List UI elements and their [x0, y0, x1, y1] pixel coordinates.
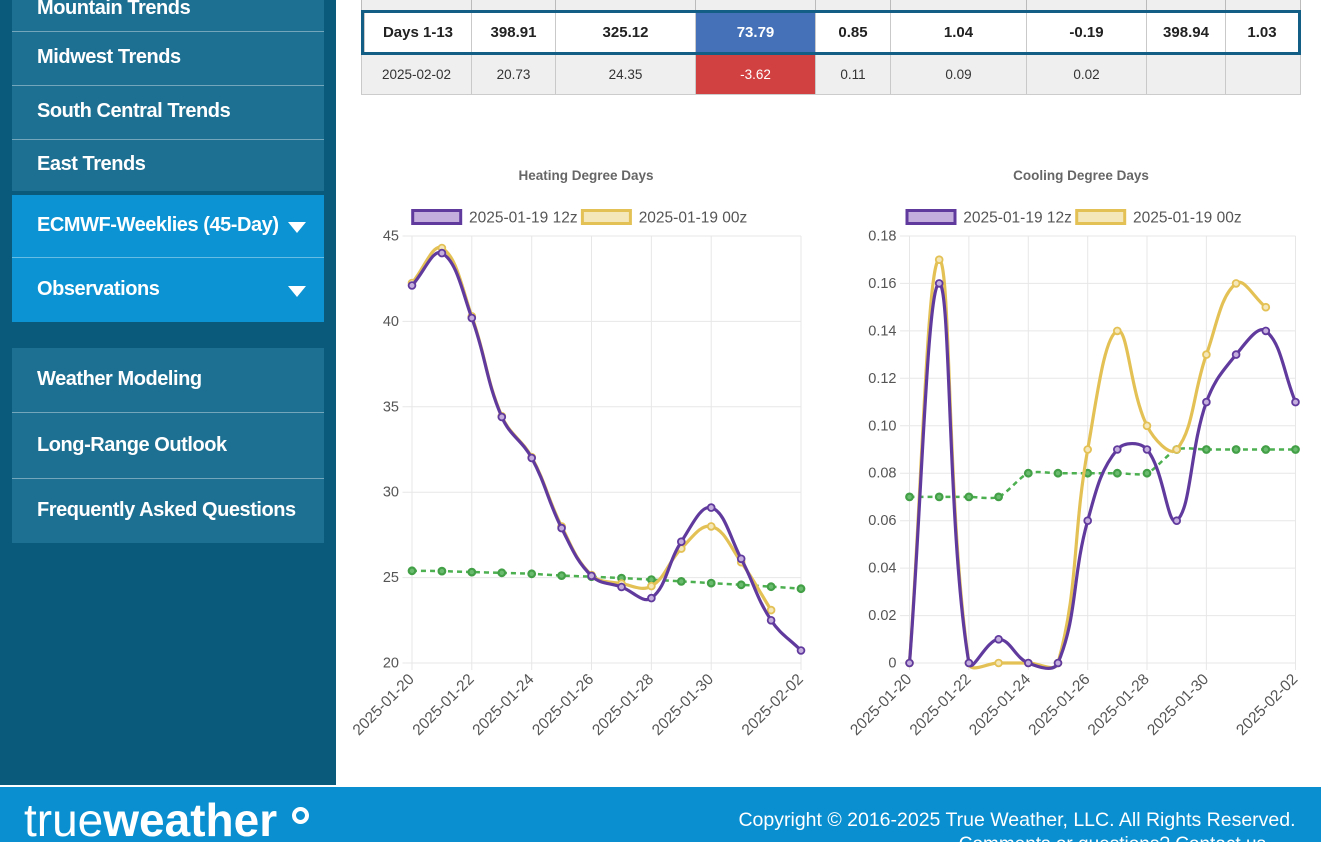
- svg-text:0.08: 0.08: [868, 466, 896, 482]
- svg-text:2025-01-20: 2025-01-20: [350, 671, 418, 739]
- svg-text:35: 35: [383, 399, 399, 415]
- svg-text:2025-01-24: 2025-01-24: [469, 671, 537, 739]
- svg-text:45: 45: [383, 229, 399, 245]
- svg-text:Heating Degree Days: Heating Degree Days: [518, 168, 653, 183]
- svg-text:2025-01-24: 2025-01-24: [966, 671, 1034, 739]
- svg-text:2025-01-20: 2025-01-20: [847, 671, 915, 739]
- svg-text:0.14: 0.14: [868, 323, 896, 339]
- svg-text:0.10: 0.10: [868, 418, 896, 434]
- svg-text:2025-02-02: 2025-02-02: [739, 671, 807, 739]
- svg-text:2025-01-22: 2025-01-22: [907, 671, 975, 739]
- svg-text:0: 0: [888, 656, 896, 672]
- svg-text:0.16: 0.16: [868, 276, 896, 292]
- svg-text:2025-01-19 12z: 2025-01-19 12z: [963, 210, 1072, 227]
- svg-text:0.06: 0.06: [868, 513, 896, 529]
- svg-text:2025-01-30: 2025-01-30: [649, 671, 717, 739]
- svg-text:2025-01-19 00z: 2025-01-19 00z: [1133, 210, 1242, 227]
- svg-text:40: 40: [383, 314, 399, 330]
- svg-text:0.12: 0.12: [868, 371, 896, 387]
- svg-text:2025-01-30: 2025-01-30: [1144, 671, 1212, 739]
- svg-text:2025-01-28: 2025-01-28: [1085, 671, 1153, 739]
- svg-text:30: 30: [383, 485, 399, 501]
- svg-text:0.18: 0.18: [868, 229, 896, 245]
- svg-text:2025-02-02: 2025-02-02: [1233, 671, 1301, 739]
- svg-text:2025-01-26: 2025-01-26: [1025, 671, 1093, 739]
- svg-text:25: 25: [383, 570, 399, 586]
- svg-text:20: 20: [383, 656, 399, 672]
- svg-text:0.04: 0.04: [868, 561, 896, 577]
- svg-text:2025-01-26: 2025-01-26: [529, 671, 597, 739]
- svg-text:0.02: 0.02: [868, 608, 896, 624]
- svg-text:Cooling Degree Days: Cooling Degree Days: [1013, 168, 1149, 183]
- svg-text:2025-01-19 00z: 2025-01-19 00z: [639, 210, 748, 227]
- svg-text:2025-01-22: 2025-01-22: [410, 671, 478, 739]
- svg-text:2025-01-28: 2025-01-28: [589, 671, 657, 739]
- svg-text:2025-01-19 12z: 2025-01-19 12z: [469, 210, 578, 227]
